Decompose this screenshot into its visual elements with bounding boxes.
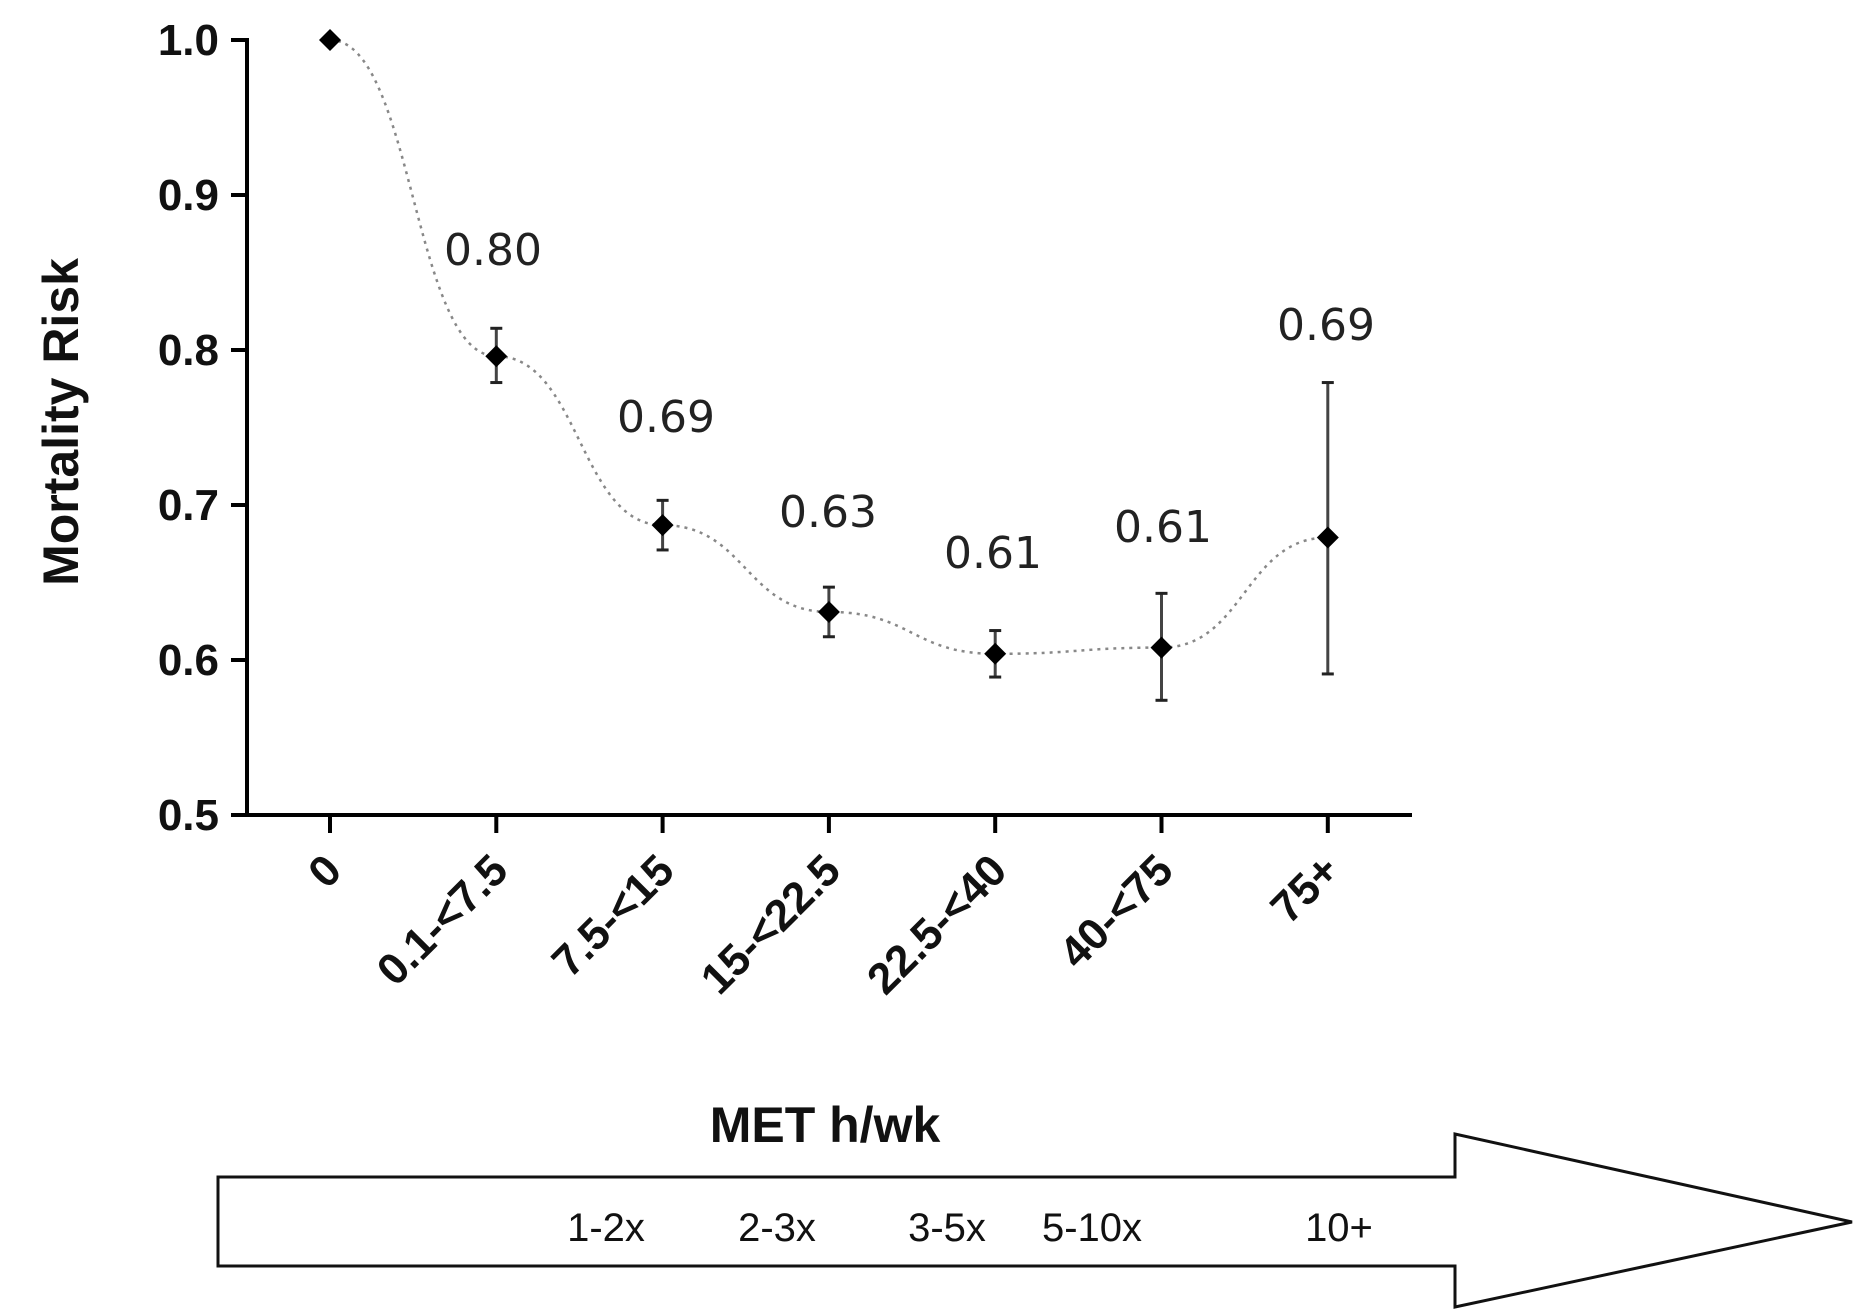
frequency-arrow: 1-2x 2-3x 3-5x 5-10x 10+ <box>216 1132 1853 1309</box>
x-axis: 0 0.1-<7.5 7.5-<15 15-<22.5 22.5-<40 40-<75 75… <box>245 813 1412 1004</box>
x-tick-label: 15-<22.5 <box>692 845 850 1003</box>
x-tick-label: 40-<75 <box>1050 845 1182 977</box>
x-tick-label: 0.1-<7.5 <box>368 845 518 995</box>
data-point <box>1316 526 1339 549</box>
series-line <box>329 38 1328 656</box>
data-point <box>319 29 341 51</box>
x-tick-label: 75+ <box>1261 845 1348 932</box>
x-tick-label: 7.5-<15 <box>543 845 684 986</box>
data-point <box>651 514 674 537</box>
y-axis: 0.5 0.6 0.7 0.8 0.9 1.0 <box>158 16 249 840</box>
arrow-label: 2-3x <box>738 1206 816 1250</box>
y-tick-label: 1.0 <box>158 16 219 65</box>
data-label: 0.63 <box>779 487 877 538</box>
y-tick-label: 0.5 <box>158 791 219 840</box>
x-axis-title: MET h/wk <box>710 1097 941 1153</box>
arrow-label: 1-2x <box>567 1206 645 1250</box>
data-label: 0.61 <box>1114 502 1212 553</box>
arrow-label: 5-10x <box>1042 1206 1142 1250</box>
y-tick-label: 0.8 <box>158 326 219 375</box>
x-tick-label: 0 <box>299 845 351 897</box>
arrow-shape <box>216 1132 1853 1309</box>
y-axis-title: Mortality Risk <box>33 258 89 586</box>
data-label: 0.69 <box>617 392 715 443</box>
data-point <box>485 345 508 368</box>
arrow-label: 3-5x <box>908 1206 986 1250</box>
arrow-label: 10+ <box>1305 1206 1373 1250</box>
data-point <box>1150 636 1173 659</box>
x-tick-label: 22.5-<40 <box>858 845 1016 1003</box>
y-tick-label: 0.7 <box>158 481 219 530</box>
data-point <box>984 642 1007 665</box>
data-label: 0.80 <box>444 225 542 276</box>
y-tick-label: 0.9 <box>158 171 219 220</box>
data-label: 0.69 <box>1277 300 1375 351</box>
data-point <box>817 600 840 623</box>
data-label: 0.61 <box>944 528 1042 579</box>
series-mortality-risk: 0.80 0.69 0.63 0.61 0.61 0.69 <box>319 29 1375 702</box>
y-tick-label: 0.6 <box>158 636 219 685</box>
